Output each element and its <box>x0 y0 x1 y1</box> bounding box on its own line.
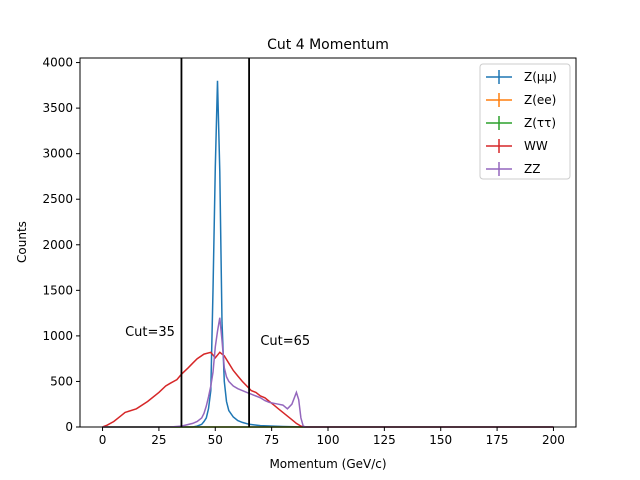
series-line-0 <box>102 80 554 428</box>
cut-annotations: Cut=35 Cut=65 <box>125 58 310 427</box>
x-tick-label-7: 175 <box>486 433 509 447</box>
y-tick-label-7: 3500 <box>42 101 73 115</box>
x-axis: 0 25 50 75 100 125 150 175 200 <box>99 427 565 447</box>
cut-label-1: Cut=65 <box>260 334 310 349</box>
y-tick-label-2: 1000 <box>42 329 73 343</box>
legend-label-3: WW <box>524 139 548 153</box>
legend-box <box>479 63 571 180</box>
legend-label-1: Z(ee) <box>524 93 556 107</box>
y-axis: 0 500 1000 1500 2000 2500 3000 3500 4000 <box>42 56 80 434</box>
x-axis-label: Momentum (GeV/c) <box>269 457 386 471</box>
x-tick-label-6: 150 <box>429 433 452 447</box>
x-tick-label-0: 0 <box>99 433 107 447</box>
y-tick-label-3: 1500 <box>42 283 73 297</box>
chart-title: Cut 4 Momentum <box>267 37 389 53</box>
y-tick-label-8: 4000 <box>42 56 73 70</box>
legend-label-0: Z(μμ) <box>524 70 557 84</box>
cut-label-0: Cut=35 <box>125 325 175 340</box>
legend: Z(μμ) Z(ee) Z(ττ) WW ZZ <box>479 63 571 180</box>
x-tick-label-8: 200 <box>542 433 565 447</box>
x-tick-label-4: 100 <box>317 433 340 447</box>
y-tick-label-0: 0 <box>65 420 73 434</box>
y-axis-label: Counts <box>15 221 29 263</box>
series-line-3 <box>102 351 554 428</box>
y-tick-label-1: 500 <box>50 374 73 388</box>
legend-label-4: ZZ <box>524 162 540 176</box>
y-tick-label-4: 2000 <box>42 238 73 252</box>
x-tick-label-1: 25 <box>151 433 166 447</box>
x-tick-label-3: 75 <box>264 433 279 447</box>
y-tick-label-5: 2500 <box>42 192 73 206</box>
legend-label-2: Z(ττ) <box>524 116 556 130</box>
x-tick-label-5: 125 <box>373 433 396 447</box>
series-line-4 <box>102 317 554 428</box>
y-tick-label-6: 3000 <box>42 147 73 161</box>
x-tick-label-2: 50 <box>208 433 223 447</box>
